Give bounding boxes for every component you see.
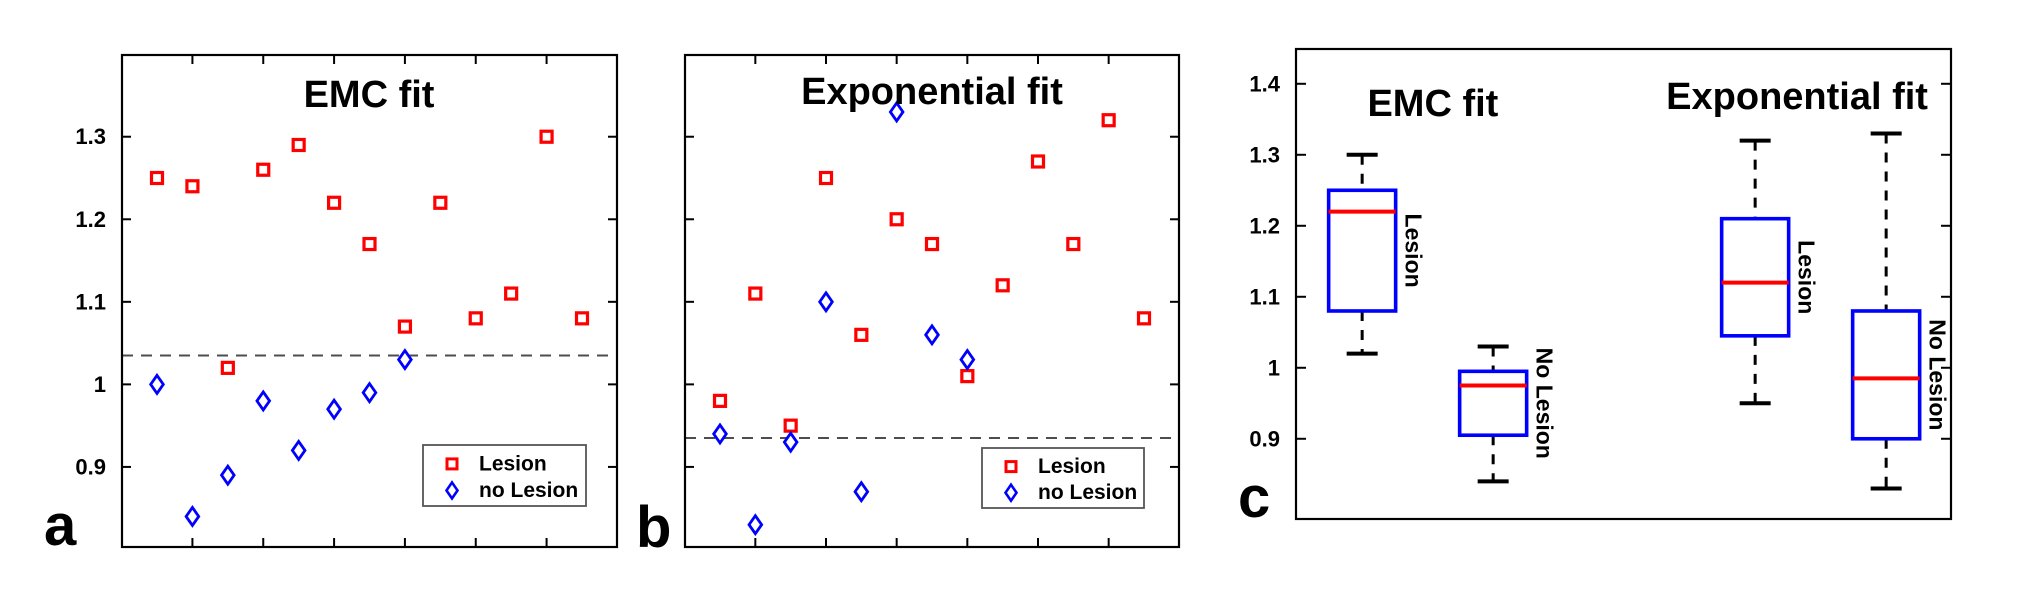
- legend-no-lesion-marker: [1003, 482, 1019, 503]
- no-lesion-marker: [959, 348, 976, 372]
- legend-lesion-marker: [445, 457, 459, 471]
- legend-no-lesion-marker: [444, 480, 460, 501]
- lesion-marker: [783, 418, 798, 433]
- series-no-lesion: [711, 100, 976, 537]
- y-tick-label: 0.9: [75, 454, 106, 479]
- lesion-marker: [185, 179, 200, 194]
- lesion-marker: [574, 311, 590, 326]
- no-lesion-marker: [255, 389, 272, 413]
- boxplot-exponential-fit-lesion: Lesion: [1719, 138, 1820, 406]
- lesion-marker: [960, 369, 975, 384]
- y-tick-label: 1.4: [1249, 71, 1280, 96]
- lesion-marker: [924, 236, 940, 252]
- legend-item-label: Lesion: [479, 452, 547, 475]
- lesion-marker: [1066, 236, 1081, 252]
- lesion-marker: [397, 319, 413, 334]
- series-lesion: [149, 129, 590, 375]
- legend-item-no-lesion: no Lesion: [1003, 481, 1137, 504]
- legend-lesion-marker: [1004, 460, 1018, 474]
- box-group-label: No Lesion: [1532, 348, 1558, 459]
- panel-letter-c: c: [1238, 465, 1270, 530]
- y-tick-label: 1.3: [1249, 142, 1280, 167]
- panel-b-scatter: Exponential fit Lesion no Lesion b: [636, 53, 1181, 560]
- iqr-box: [1326, 188, 1398, 313]
- lesion-marker: [291, 137, 306, 153]
- no-lesion-marker: [396, 348, 413, 372]
- no-lesion-marker: [361, 381, 378, 405]
- legend: Lesion no Lesion: [981, 447, 1145, 509]
- boxplot-emc-fit-lesion: Lesion: [1326, 152, 1427, 356]
- lesion-marker: [468, 311, 483, 326]
- y-tick-label: 1.3: [75, 124, 106, 149]
- y-tick-label: 1: [94, 372, 106, 397]
- box-group-label: Lesion: [1401, 214, 1427, 288]
- lesion-marker: [433, 195, 448, 210]
- lesion-marker: [854, 327, 869, 342]
- lesion-marker: [995, 278, 1010, 293]
- no-lesion-marker: [711, 422, 729, 446]
- lesion-marker: [149, 170, 165, 186]
- iqr-box: [1719, 216, 1791, 338]
- no-lesion-marker: [219, 463, 236, 487]
- lesion-marker: [818, 170, 834, 186]
- y-tick-label: 1.1: [1249, 284, 1280, 309]
- lesion-marker: [1136, 311, 1152, 326]
- y-tick-label: 1.2: [1249, 213, 1280, 238]
- legend-item-label: no Lesion: [1038, 481, 1137, 504]
- legend-item-label: Lesion: [1038, 455, 1106, 478]
- panel-title: EMC fit: [304, 74, 435, 116]
- y-tick-label: 1: [1268, 355, 1280, 380]
- legend-item-label: no Lesion: [479, 479, 578, 502]
- boxplot-emc-fit-no-lesion: No Lesion: [1457, 344, 1558, 484]
- lesion-marker: [712, 393, 728, 408]
- no-lesion-marker: [326, 397, 343, 421]
- legend-item-no-lesion: no Lesion: [444, 479, 578, 502]
- series-lesion: [712, 113, 1152, 433]
- series-no-lesion: [148, 348, 413, 528]
- lesion-marker: [889, 212, 904, 227]
- lesion-marker: [326, 195, 342, 210]
- panel-title: Exponential fit: [801, 71, 1063, 113]
- no-lesion-marker: [923, 323, 941, 347]
- no-lesion-marker: [888, 100, 905, 124]
- legend-item-lesion: Lesion: [1004, 455, 1106, 478]
- iqr-box: [1457, 369, 1529, 438]
- plot-frame: [1294, 47, 1953, 521]
- lesion-marker: [256, 162, 271, 177]
- group-title: EMC fit: [1367, 83, 1498, 125]
- y-tick-label: 1.1: [75, 289, 106, 314]
- lesion-marker: [504, 286, 519, 301]
- lesion-marker: [1030, 154, 1046, 169]
- lesion-marker: [1101, 113, 1116, 128]
- lesion-marker: [539, 129, 554, 144]
- panel-c-boxplot: 1.4 1.3 1.2 1.1 1 0.9 EMC fit Exponential fit Le…: [1238, 47, 1953, 530]
- iqr-box: [1850, 309, 1922, 441]
- y-tick-label: 1.2: [75, 207, 106, 232]
- no-lesion-marker: [747, 513, 764, 537]
- legend: Lesion no Lesion: [422, 444, 587, 507]
- box-group-label: Lesion: [1794, 240, 1820, 314]
- y-tick-label: 0.9: [1249, 426, 1280, 451]
- panel-a-scatter: 1.3 1.2 1.1 1 0.9 EMC fit Lesion no Lesion a: [44, 53, 619, 558]
- box-group-label: No Lesion: [1925, 319, 1951, 430]
- boxplot-exponential-fit-no-lesion: No Lesion: [1850, 131, 1951, 491]
- no-lesion-marker: [782, 430, 799, 454]
- legend-item-lesion: Lesion: [445, 452, 547, 475]
- no-lesion-marker: [148, 372, 166, 396]
- lesion-marker: [748, 286, 763, 301]
- no-lesion-marker: [853, 480, 870, 504]
- no-lesion-marker: [290, 438, 307, 462]
- group-title: Exponential fit: [1666, 76, 1928, 118]
- lesion-marker: [220, 360, 235, 375]
- lesion-marker: [362, 236, 377, 252]
- panel-letter-a: a: [44, 493, 77, 558]
- no-lesion-marker: [817, 290, 835, 314]
- panel-letter-b: b: [636, 495, 671, 560]
- no-lesion-marker: [184, 505, 201, 528]
